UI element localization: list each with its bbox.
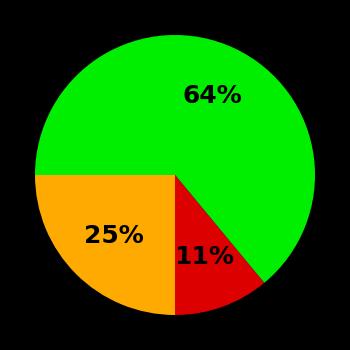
Text: 64%: 64% [182, 84, 242, 108]
Text: 11%: 11% [174, 245, 235, 269]
Wedge shape [35, 35, 315, 283]
Wedge shape [175, 175, 264, 315]
Text: 25%: 25% [84, 224, 144, 248]
Wedge shape [35, 175, 175, 315]
